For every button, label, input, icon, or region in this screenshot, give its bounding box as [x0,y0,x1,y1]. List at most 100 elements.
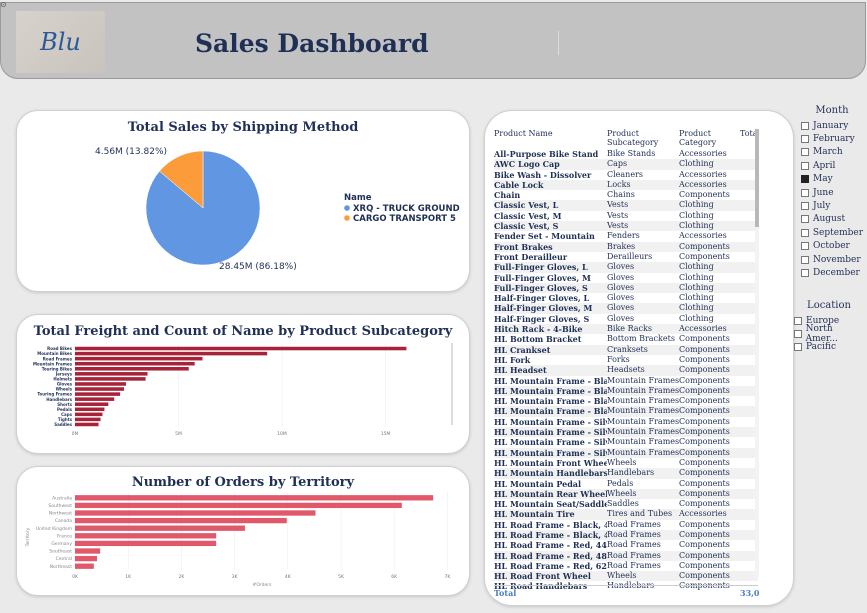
bar[interactable] [75,417,101,422]
table-row[interactable]: Classic Vest, L Vests Clothing [494,200,758,211]
orders-chart-card[interactable]: Number of Orders by Territory 0K 1K 2K 3K 4K… [16,466,470,596]
bar[interactable] [75,356,203,361]
month-option[interactable]: October [801,240,863,253]
table-row[interactable]: HL Crankset Cranksets Components [494,344,758,355]
table-row[interactable]: HL Bottom Bracket Bottom Brackets Componen… [494,334,758,344]
month-checkbox[interactable] [801,188,809,197]
bar[interactable] [75,397,115,401]
month-option[interactable]: April [801,159,863,172]
col-header-total[interactable]: Tota [740,129,758,138]
bar[interactable] [75,372,148,376]
bar[interactable] [75,517,287,524]
bar[interactable] [75,502,402,509]
table-row[interactable]: AWC Logo Cap Caps Clothing [494,159,758,170]
bar[interactable] [75,533,217,539]
month-option[interactable]: May [801,173,863,186]
bar[interactable] [75,510,316,516]
month-checkbox[interactable] [801,268,809,277]
bar[interactable] [75,540,217,547]
table-row[interactable]: HL Mountain Frame - Silver, 46Mountain F… [494,437,758,447]
col-header-product-name[interactable]: Product Name [494,129,553,138]
table-row[interactable]: Front Brakes Brakes Components [494,241,758,252]
product-table-card[interactable]: Product Name Product Subcategory Product… [484,110,794,606]
month-option[interactable]: June [801,186,863,199]
month-option[interactable]: March [801,146,863,159]
month-checkbox[interactable] [801,215,809,224]
legend-item-truck[interactable]: XRQ - TRUCK GROUND [353,204,460,214]
table-row[interactable]: HL Road Frame - Black, 48 Road Frames Comp… [494,529,758,541]
bar[interactable] [75,367,189,371]
table-row[interactable]: HL Mountain Handlebars Handlebars Componen… [494,468,758,479]
location-option[interactable]: North Amer... [794,324,864,344]
bar[interactable] [75,382,126,386]
table-row[interactable]: All-Purpose Bike Stand Bike Stands Accesso… [494,149,758,159]
table-row[interactable]: HL Mountain Frame - Silver, 42Mountain F… [494,427,758,438]
table-row[interactable]: HL Fork Forks Components [494,355,758,365]
location-checkbox[interactable] [794,316,802,325]
bar[interactable] [75,412,103,417]
month-option[interactable]: August [801,213,863,226]
table-row[interactable]: Full-Finger Gloves, S Gloves Clothing [494,282,758,294]
bar[interactable] [75,422,99,427]
table-row[interactable]: HL Road Frame - Red, 44 Road Frames Compon… [494,540,758,550]
month-checkbox[interactable] [801,148,809,157]
bar[interactable] [75,387,125,391]
bar[interactable] [75,555,97,562]
bar[interactable] [75,495,434,501]
table-row[interactable]: Cable Lock Locks Accessories [494,179,758,191]
month-option[interactable]: January [801,119,863,132]
table-row[interactable]: HL Mountain Frame - Black, 38Mountain Fr… [494,376,758,386]
month-option[interactable]: September [801,226,863,239]
table-scroll-track[interactable] [755,129,759,577]
table-row[interactable]: Half-Finger Gloves, S Gloves Clothing [494,314,758,324]
month-checkbox[interactable] [801,135,809,144]
settings-dot-icon[interactable]: ⊙ [0,0,7,9]
table-row[interactable]: HL Mountain Tire Tires and Tubes Accessori… [494,509,758,520]
table-row[interactable]: HL Mountain Seat/Saddle Saddles Components [494,499,758,509]
bar[interactable] [75,525,245,531]
table-row[interactable]: HL Road Frame - Black, 44 Road Frames Comp… [494,520,758,530]
table-scrollbar[interactable] [755,129,759,227]
table-row[interactable]: Full-Finger Gloves, M Gloves Clothing [494,273,758,283]
table-row[interactable]: HL Mountain Pedal Pedals Components [494,479,758,489]
legend-item-cargo[interactable]: CARGO TRANSPORT 5 [353,214,456,224]
bar[interactable] [75,407,105,412]
bar[interactable] [75,351,268,356]
month-option[interactable]: December [801,266,863,279]
bar[interactable] [75,548,101,554]
month-option[interactable]: February [801,132,863,145]
shipping-method-chart-card[interactable]: Total Sales by Shipping Method 4.56M (13… [16,110,470,292]
month-option[interactable]: July [801,199,863,212]
location-checkbox[interactable] [794,330,802,339]
location-option[interactable]: Europe [794,314,864,327]
bar[interactable] [75,392,121,396]
table-row[interactable]: HL Road Front Wheel Wheels Components [494,571,758,582]
pie-slice-cargo-transport[interactable] [159,150,204,209]
bar[interactable] [75,377,146,381]
table-row[interactable]: Classic Vest, S Vests Clothing [494,221,758,232]
col-header-category[interactable]: Product Category [679,129,717,147]
location-checkbox[interactable] [794,343,802,352]
table-row[interactable]: HL Headset Headsets Components [494,365,758,376]
table-row[interactable]: HL Road Frame - Red, 62 Road Frames Compon… [494,561,758,571]
col-header-subcategory[interactable]: Product Subcategory [607,129,659,147]
freight-chart-card[interactable]: Total Freight and Count of Name by Produ… [16,314,470,454]
bar[interactable] [75,563,94,569]
table-row[interactable]: HL Mountain Frame - Black, 44Mountain Fr… [494,396,758,406]
month-checkbox[interactable] [801,255,809,264]
table-row[interactable]: HL Mountain Rear Wheel Wheels Components [494,488,758,500]
bar[interactable] [75,361,195,366]
table-row[interactable]: Classic Vest, M Vests Clothing [494,211,758,221]
table-row[interactable]: Half-Finger Gloves, L Gloves Clothing [494,293,758,303]
month-checkbox[interactable] [801,202,809,211]
table-row[interactable]: Half-Finger Gloves, M Gloves Clothing [494,303,758,314]
month-checkbox[interactable] [801,242,809,251]
table-row[interactable]: HL Mountain Frame - Silver, 48Mountain F… [494,447,758,458]
table-row[interactable]: Chain Chains Components [494,190,758,200]
month-checkbox[interactable] [801,161,809,170]
table-row[interactable]: HL Mountain Front Wheel Wheels Components [494,458,758,468]
table-row[interactable]: Front Derailleur Derailleurs Components [494,252,758,262]
table-row[interactable]: HL Mountain Frame - Silver, 38Mountain F… [494,417,758,427]
month-checkbox[interactable] [801,175,809,184]
table-row[interactable]: Bike Wash - Dissolver Cleaners Accessories [494,170,758,180]
